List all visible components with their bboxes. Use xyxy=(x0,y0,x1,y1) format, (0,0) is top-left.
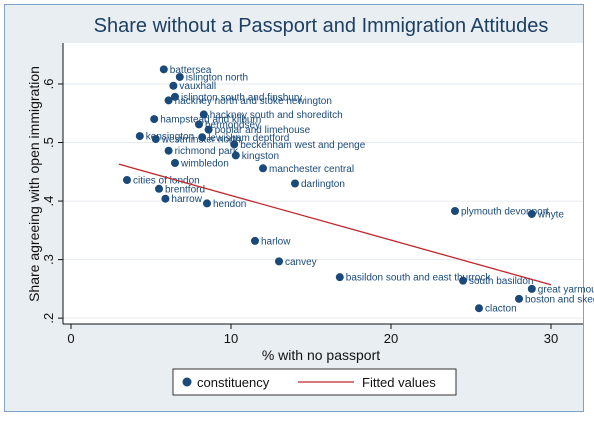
axes: .2 .3 .4 .5 .6 0 10 20 30 xyxy=(41,43,583,346)
scatter-point xyxy=(230,140,239,149)
scatter-point xyxy=(335,273,344,282)
point-label: lewisham deptford xyxy=(208,133,289,144)
scatter-point xyxy=(171,159,179,168)
scatter-point xyxy=(135,132,144,141)
scatter-point xyxy=(199,110,208,119)
scatter-point xyxy=(251,236,259,245)
point-label: vauxhall xyxy=(179,81,216,92)
scatter-point xyxy=(203,199,211,208)
point-label: kensington xyxy=(146,132,194,143)
y-tick-label: .6 xyxy=(41,79,56,90)
point-label: south basildon xyxy=(469,276,534,287)
point-label: darlington xyxy=(301,179,345,190)
point-label: manchester central xyxy=(269,164,354,175)
point-label: boston and skegness xyxy=(525,294,594,305)
fitted-line xyxy=(118,163,552,286)
scatter-point xyxy=(159,65,168,74)
scatter-point xyxy=(198,133,207,142)
scatter-point xyxy=(527,284,536,293)
scatter-point xyxy=(259,164,267,173)
legend: constituency Fitted values xyxy=(172,368,457,396)
scatter-points xyxy=(123,65,536,313)
legend-marker-constituency xyxy=(182,377,192,387)
scatter-point xyxy=(169,81,178,90)
scatter-point xyxy=(527,209,536,218)
scatter-point xyxy=(459,276,467,285)
scatter-point xyxy=(164,96,173,105)
scatter-point xyxy=(475,304,483,313)
y-tick-label: .5 xyxy=(41,137,56,148)
point-label: hampstead and kilburn xyxy=(160,115,261,126)
y-tick-label: .4 xyxy=(41,196,56,207)
plot-area xyxy=(63,43,583,324)
point-label: islington north xyxy=(186,72,248,83)
scatter-point xyxy=(171,92,179,101)
scatter-point xyxy=(231,151,240,160)
y-axis-label: Share agreeing with open immigration xyxy=(26,66,42,302)
point-label: hendon xyxy=(213,199,246,210)
x-axis-label: % with no passport xyxy=(262,347,380,363)
x-tick-label: 0 xyxy=(67,331,74,346)
scatter-point xyxy=(175,72,184,81)
point-label: islington south and finsbury xyxy=(181,92,302,103)
y-tick-label: .2 xyxy=(41,313,56,324)
scatter-point xyxy=(164,146,173,155)
x-tick-label: 10 xyxy=(224,331,238,346)
point-label: basildon south and east thurrock xyxy=(346,273,492,284)
scatter-point xyxy=(155,184,163,193)
point-label: canvey xyxy=(285,257,317,268)
scatter-point xyxy=(204,125,213,134)
point-label: whyte xyxy=(537,209,565,220)
scatter-point xyxy=(275,257,283,266)
grid-lines xyxy=(63,83,583,319)
point-label: wimbledon xyxy=(180,159,229,170)
scatter-point xyxy=(151,135,160,144)
point-label: bermondsey xyxy=(205,120,260,131)
scatter-point xyxy=(195,120,203,129)
point-label: kingston xyxy=(242,151,279,162)
point-label: brentford xyxy=(165,184,205,195)
legend-label-fitted: Fitted values xyxy=(362,375,436,390)
point-label: great yarmouth xyxy=(538,284,594,295)
point-label: hackney south and shoreditch xyxy=(210,110,343,121)
scatter-point xyxy=(161,194,170,203)
x-tick-label: 30 xyxy=(544,331,558,346)
point-label: hackney north and stoke newington xyxy=(175,96,332,107)
point-label: poplar and limehouse xyxy=(215,125,311,136)
chart-title: Share without a Passport and Immigration… xyxy=(94,15,549,37)
y-tick-label: .3 xyxy=(41,254,56,265)
point-label: richmond park xyxy=(175,146,239,157)
fitted-line-layer xyxy=(118,163,552,286)
legend-label-constituency: constituency xyxy=(197,375,270,390)
point-label: harlow xyxy=(261,236,291,247)
point-label: beckenham west and penge xyxy=(240,140,366,151)
scatter-point xyxy=(515,294,523,303)
scatter-point xyxy=(123,175,131,184)
x-tick-label: 20 xyxy=(384,331,398,346)
point-label: harrow xyxy=(171,194,202,205)
point-label: clacton xyxy=(485,304,517,315)
scatter-point xyxy=(291,179,299,188)
scatter-point xyxy=(150,115,159,124)
scatter-point xyxy=(451,207,459,216)
point-label: plymouth devonport xyxy=(461,207,549,218)
point-label: battersea xyxy=(170,65,212,76)
point-label: cities of london xyxy=(133,175,200,186)
